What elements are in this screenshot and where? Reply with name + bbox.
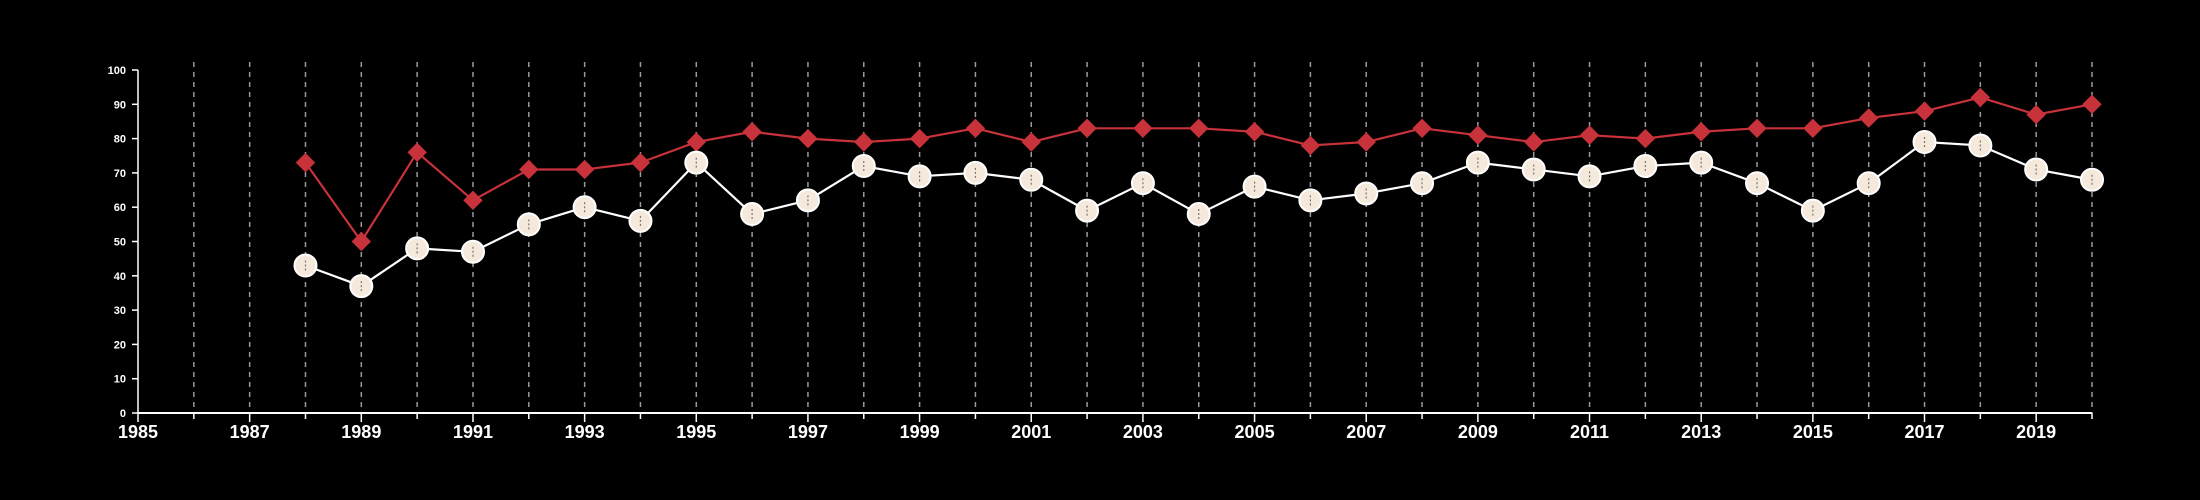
series-0-point-2010 [1524,132,1544,152]
series-0-point-2002 [1077,118,1097,139]
series-0-point-2007 [1356,132,1376,152]
x-tick-label-2011: 2011 [1570,422,1609,442]
x-tick-label-2005: 2005 [1235,422,1275,442]
x-tick-label-1991: 1991 [453,422,493,442]
x-tick-label-1987: 1987 [230,422,270,442]
x-tick-label-1995: 1995 [676,422,716,442]
series-0-point-1989 [351,231,372,252]
y-tick-label-30: 30 [114,305,126,317]
series-0-point-1990 [407,142,427,163]
series-0-point-1993 [574,159,595,180]
series-0-point-2001 [1021,132,1041,152]
y-tick-label-50: 50 [114,237,126,249]
series-0-point-1994 [630,152,651,173]
series-0-point-2003 [1133,118,1153,139]
series-0-point-2006 [1300,135,1321,156]
y-tick-label-20: 20 [114,339,126,351]
series-0-point-2015 [1803,118,1823,139]
x-tick-label-2007: 2007 [1346,422,1386,442]
y-tick-label-80: 80 [114,134,126,146]
y-tick-label-0: 0 [120,408,126,420]
x-tick-label-1989: 1989 [341,422,381,442]
x-tick-label-1997: 1997 [788,422,828,442]
y-tick-label-40: 40 [114,271,126,283]
series-0-point-2011 [1579,125,1600,145]
y-tick-label-100: 100 [108,65,126,77]
series-0-point-1998 [854,132,874,152]
series-0-point-2000 [965,118,986,139]
y-tick-label-60: 60 [114,202,126,214]
axes: 0 10 20 30 40 50 60 70 80 90 100 1985 1987 1989 1991 19… [108,65,2093,442]
series-0-point-2013 [1691,122,1711,142]
series-0-point-1999 [909,128,930,149]
series-0-point-2016 [1858,108,1879,128]
series-0-point-2004 [1189,118,1209,139]
series-0-point-1991 [463,190,483,211]
series-0-point-1992 [519,159,539,180]
series-0-point-1996 [742,122,762,142]
series-0-point-2020 [2082,94,2102,115]
series-0-point-2012 [1635,128,1656,149]
series-0-point-2018 [1970,87,1991,108]
grid-lines [193,62,2093,413]
x-tick-label-2003: 2003 [1123,422,1163,442]
x-tick-label-2015: 2015 [1793,422,1833,442]
series-0-point-1997 [798,128,818,149]
x-tick-label-2013: 2013 [1681,422,1721,442]
x-tick-label-2001: 2001 [1011,422,1051,442]
series-0-point-1988 [295,152,316,173]
x-tick-label-2019: 2019 [2016,422,2056,442]
series-0-point-2019 [2026,104,2046,125]
series-0-point-2017 [1914,101,1935,121]
series-layer [293,87,2104,299]
series-0-point-2008 [1412,118,1432,139]
x-tick-label-1993: 1993 [565,422,605,442]
y-tick-label-70: 70 [114,168,126,180]
x-tick-label-1999: 1999 [900,422,940,442]
y-tick-label-90: 90 [114,99,126,111]
y-tick-label-10: 10 [114,374,126,386]
series-0-point-2014 [1747,118,1767,139]
x-tick-label-1985: 1985 [118,422,158,442]
x-tick-label-2009: 2009 [1458,422,1498,442]
series-0-point-2009 [1468,125,1488,145]
x-tick-label-2017: 2017 [1904,422,1944,442]
series-0-point-2005 [1244,122,1265,142]
